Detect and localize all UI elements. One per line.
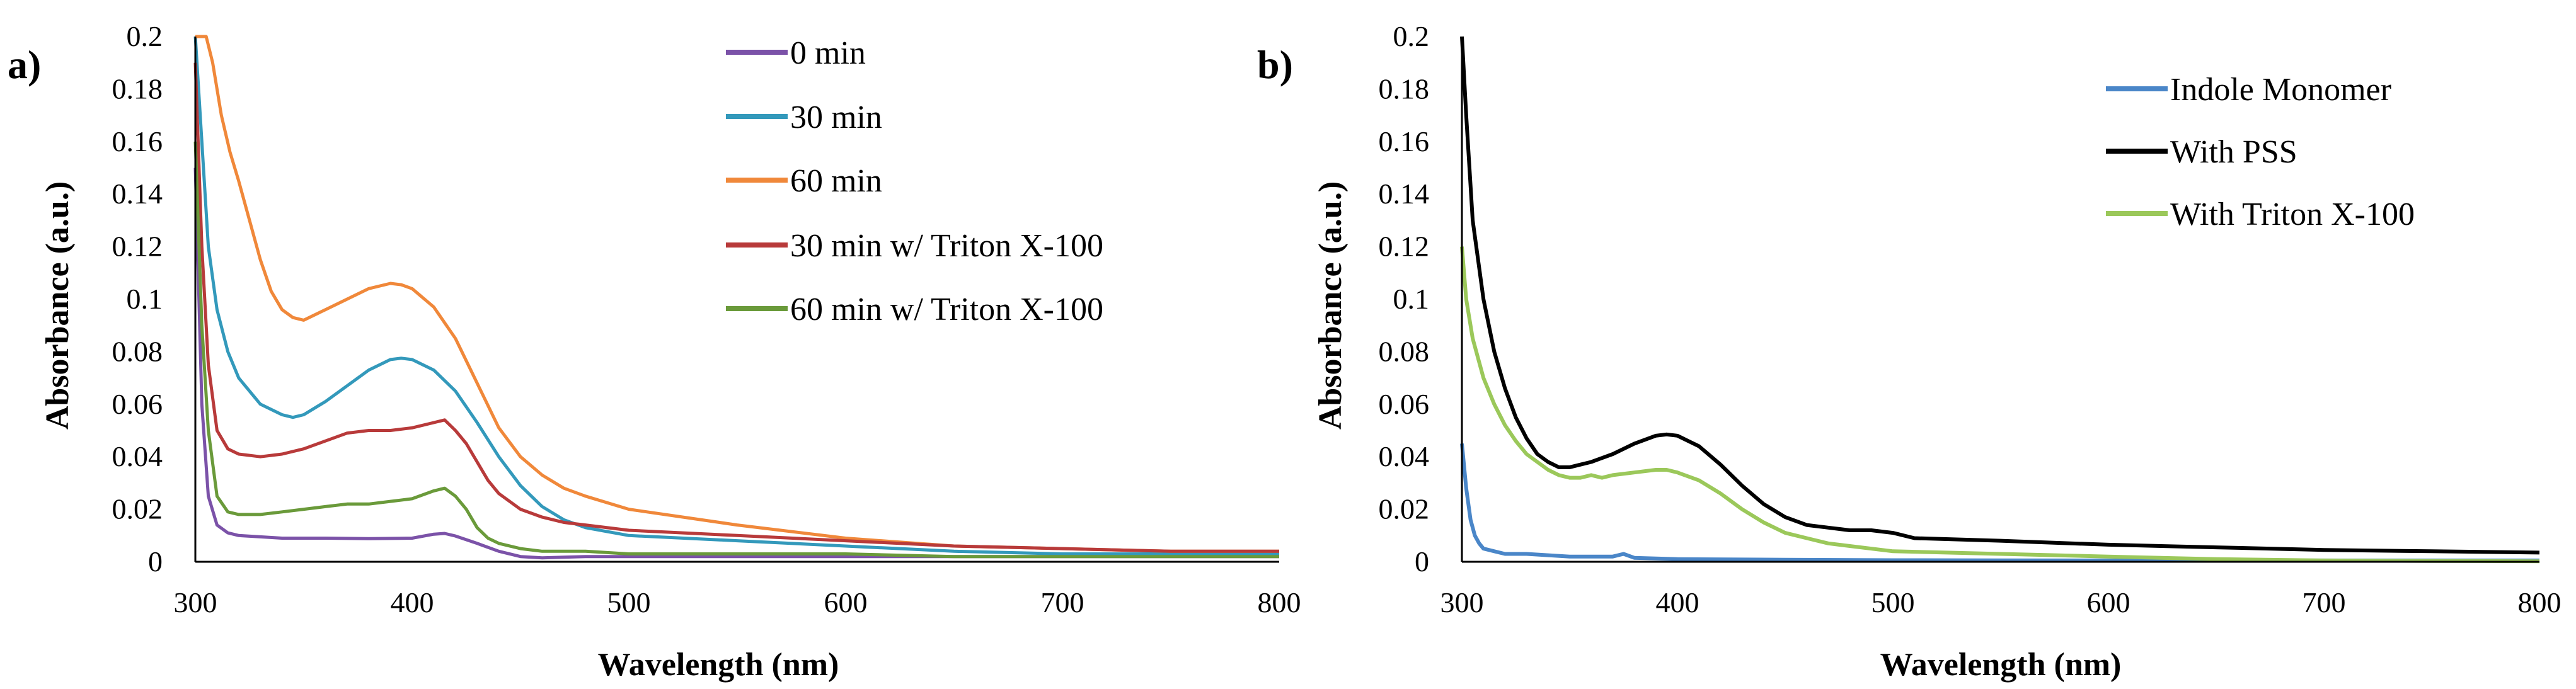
legend-label-30-min-triton: 30 min w/ Triton X-100 (790, 228, 1103, 264)
series-line-with-pss (1460, 36, 2540, 555)
panel-a-x-tick-labels: 300 400 500 600 700 800 (174, 586, 1301, 618)
panel-b-x-tick-700: 700 (2303, 586, 2346, 618)
panel-b-x-tick-500: 500 (1872, 586, 1915, 618)
panel-b-y-tick-0-1: 0.1 (1393, 283, 1430, 315)
legend-label-30-min: 30 min (790, 100, 882, 135)
panel-b-y-tick-0: 0 (1415, 545, 1429, 578)
panel-b-y-tick-0-14: 0.14 (1379, 178, 1430, 210)
panel-a-legend: 0 min 30 min 60 min 30 min w/ Triton X-1… (726, 35, 1103, 327)
panel-b-y-tick-0-2: 0.2 (1393, 20, 1430, 52)
panel-a-y-tick-0-06: 0.06 (112, 388, 163, 420)
panel-b-y-axis-title: Absorbance (a.u.) (1313, 181, 1348, 430)
legend-label-indole-monomer: Indole Monomer (2170, 72, 2391, 108)
panel-a-y-tick-labels: 0 0.02 0.04 0.06 0.08 0.1 0.12 0.14 0.16 0.18 0.2 (112, 20, 163, 578)
panel-a-x-axis-title: Wavelength (nm) (598, 647, 839, 683)
panel-b-y-tick-0-18: 0.18 (1379, 72, 1430, 105)
series-line-60-min-w-triton-x-100 (193, 141, 1279, 559)
panel-b-x-axis-title: Wavelength (nm) (1880, 647, 2122, 683)
series-line-0-min (193, 168, 1279, 560)
panel-a-y-tick-0-04: 0.04 (112, 440, 163, 472)
panel-a-x-tick-400: 400 (391, 586, 434, 618)
panel-a-x-tick-500: 500 (607, 586, 651, 618)
panel-a-x-tick-600: 600 (824, 586, 868, 618)
panel-b-x-tick-labels: 300 400 500 600 700 800 (1440, 586, 2562, 618)
panel-b-x-tick-600: 600 (2087, 586, 2130, 618)
panel-b-y-tick-0-02: 0.02 (1379, 493, 1430, 525)
panel-b-series-lines (1460, 36, 2540, 564)
panel-a-x-tick-700: 700 (1041, 586, 1084, 618)
panel-a-series-lines (193, 35, 1279, 560)
panel-a-x-tick-800: 800 (1258, 586, 1301, 618)
panel-b-label: b) (1257, 42, 1293, 87)
panel-a: a) 00.020.040.060.080.10.120.140.160.180… (8, 20, 1301, 683)
panel-b-y-tick-0-06: 0.06 (1379, 388, 1430, 420)
panel-a-x-tick-300: 300 (174, 586, 217, 618)
panel-b-y-tick-labels: 0 0.02 0.04 0.06 0.08 0.1 0.12 0.14 0.16 0.18 0.2 (1379, 20, 1430, 578)
panel-b-x-tick-300: 300 (1440, 586, 1484, 618)
panel-a-y-tick-0-18: 0.18 (112, 72, 163, 105)
series-line-60-min (195, 35, 1279, 553)
panel-b-y-tick-0-16: 0.16 (1379, 125, 1430, 157)
panel-b-y-tick-0-08: 0.08 (1379, 335, 1430, 367)
panel-b-x-tick-400: 400 (1656, 586, 1699, 618)
series-line-30-min (193, 36, 1279, 555)
legend-label-with-triton: With Triton X-100 (2170, 196, 2415, 232)
panel-b: b) 00.020.040.060.080.10.120.140.160.180… (1257, 20, 2562, 683)
panel-a-y-axis-title: Absorbance (a.u.) (40, 181, 76, 430)
panel-a-y-tick-0-12: 0.12 (112, 231, 163, 263)
legend-label-with-pss: With PSS (2170, 134, 2297, 170)
series-line-indole-monomer (1460, 443, 2539, 562)
panel-a-y-tick-0-1: 0.1 (127, 283, 163, 315)
panel-b-x-tick-800: 800 (2518, 586, 2562, 618)
legend-label-60-min-triton: 60 min w/ Triton X-100 (790, 292, 1103, 327)
panel-a-y-tick-0-02: 0.02 (112, 493, 163, 525)
panel-a-y-tick-0-2: 0.2 (127, 20, 163, 52)
panel-a-y-tick-0: 0 (148, 545, 163, 578)
legend-label-0-min: 0 min (790, 35, 866, 71)
panel-a-y-tick-0-08: 0.08 (112, 335, 163, 367)
series-line-with-triton-x-100 (1460, 246, 2540, 564)
panel-b-y-tick-0-12: 0.12 (1379, 231, 1430, 263)
legend-label-60-min: 60 min (790, 163, 882, 199)
series-line-30-min-w-triton-x-100 (193, 62, 1279, 553)
panel-b-y-tick-0-04: 0.04 (1379, 440, 1430, 472)
panel-b-legend: Indole Monomer With PSS With Triton X-10… (2106, 72, 2415, 232)
panel-a-y-tick-0-16: 0.16 (112, 125, 163, 157)
panel-a-y-tick-0-14: 0.14 (112, 178, 163, 210)
panel-a-label: a) (8, 42, 41, 87)
